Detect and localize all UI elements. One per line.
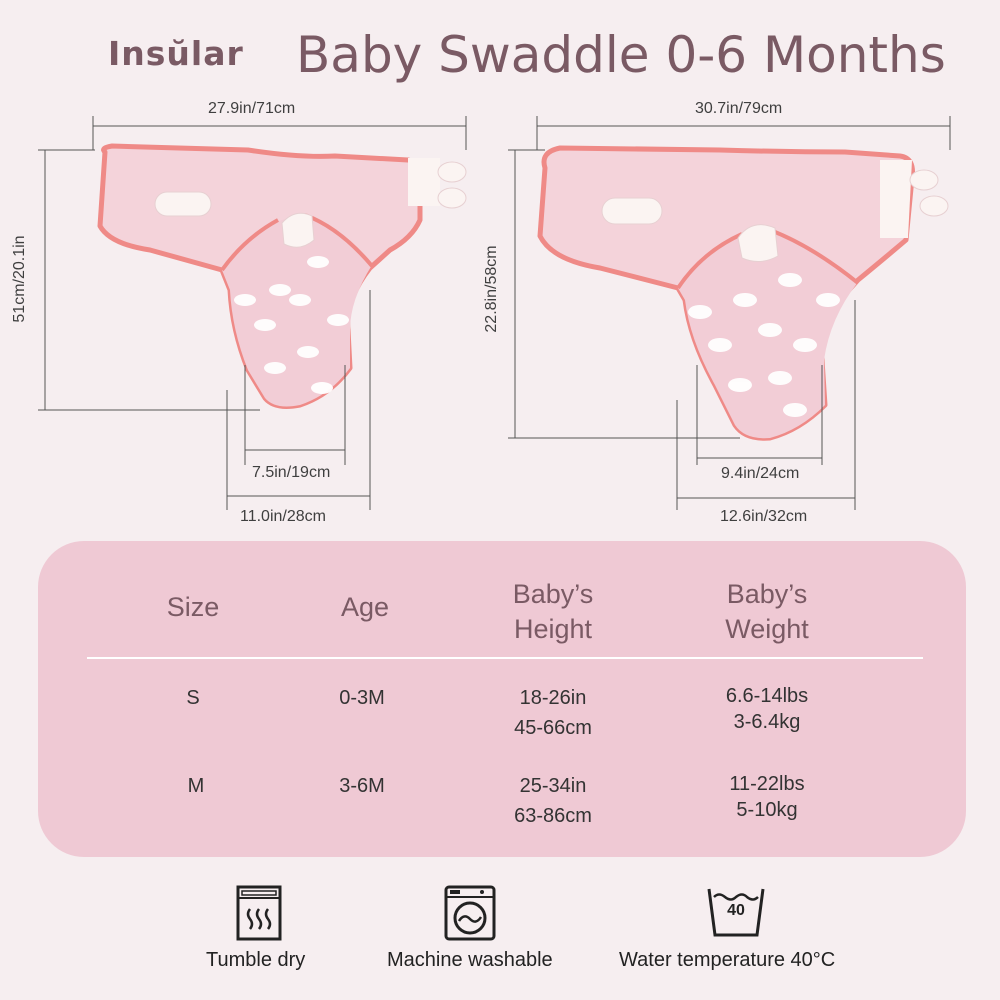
row-m-age: 3-6M bbox=[339, 775, 385, 797]
row-s-size: S bbox=[186, 687, 200, 709]
row-s-age: 0-3M bbox=[339, 687, 385, 709]
page-title: Baby Swaddle 0-6 Months bbox=[296, 26, 946, 84]
right-width-top-label: 30.7in/79cm bbox=[695, 100, 783, 117]
water-temp-value: 40 bbox=[727, 902, 745, 919]
left-height-label: 51cm/20.1in bbox=[11, 235, 28, 323]
water-temperature-icon bbox=[707, 888, 765, 937]
size-chart-panel bbox=[38, 541, 966, 857]
row-m-weight-lbs: 11-22lbs bbox=[729, 773, 805, 795]
header-age: Age bbox=[340, 592, 390, 622]
row-m-height-cm: 63-86cm bbox=[514, 805, 592, 827]
right-dimension-lines bbox=[508, 116, 951, 510]
right-bottom-inner-label: 9.4in/24cm bbox=[721, 465, 800, 482]
table-divider bbox=[87, 657, 923, 659]
tumble-dry-label: Tumble dry bbox=[206, 949, 306, 971]
header-height-line2: Height bbox=[513, 614, 593, 644]
left-bottom-outer-label: 11.0in/28cm bbox=[240, 508, 326, 525]
washing-machine-icon bbox=[444, 885, 496, 941]
left-dimension-lines bbox=[38, 116, 467, 510]
row-m-weight-kg: 5-10kg bbox=[736, 799, 798, 821]
swaddle-illustrations bbox=[38, 116, 951, 510]
right-swaddle-image bbox=[537, 145, 949, 441]
row-s-weight: 6.6-14lbs 3-6.4kg bbox=[687, 683, 847, 735]
left-width-top-label: 27.9in/71cm bbox=[208, 100, 296, 117]
header-height-line1: Baby’s bbox=[512, 579, 594, 609]
header-weight: Baby’s Weight bbox=[687, 577, 847, 647]
left-bottom-inner-label: 7.5in/19cm bbox=[252, 464, 331, 481]
water-temperature-label: Water temperature 40°C bbox=[619, 949, 836, 971]
left-swaddle-image bbox=[97, 143, 467, 409]
row-m-height-in: 25-34in bbox=[519, 775, 587, 797]
header-height: Baby’s Height bbox=[473, 577, 633, 647]
right-bottom-outer-label: 12.6in/32cm bbox=[720, 508, 808, 525]
brand-logo: Insŭlar bbox=[108, 34, 244, 73]
header-size: Size bbox=[166, 592, 220, 622]
header-weight-line2: Weight bbox=[725, 614, 809, 644]
row-s-height: 18-26in 45-66cm bbox=[473, 683, 633, 743]
row-m-weight: 11-22lbs 5-10kg bbox=[687, 771, 847, 823]
row-s-height-in: 18-26in bbox=[519, 687, 587, 709]
header-weight-line1: Baby’s bbox=[726, 579, 808, 609]
tumble-dry-icon bbox=[236, 885, 282, 941]
right-height-label: 22.8in/58cm bbox=[483, 245, 500, 333]
row-m-height: 25-34in 63-86cm bbox=[473, 771, 633, 831]
row-m-size: M bbox=[187, 775, 205, 797]
row-s-weight-lbs: 6.6-14lbs bbox=[725, 685, 809, 707]
row-s-height-cm: 45-66cm bbox=[514, 717, 592, 739]
row-s-weight-kg: 3-6.4kg bbox=[733, 711, 801, 733]
machine-washable-label: Machine washable bbox=[387, 949, 553, 971]
